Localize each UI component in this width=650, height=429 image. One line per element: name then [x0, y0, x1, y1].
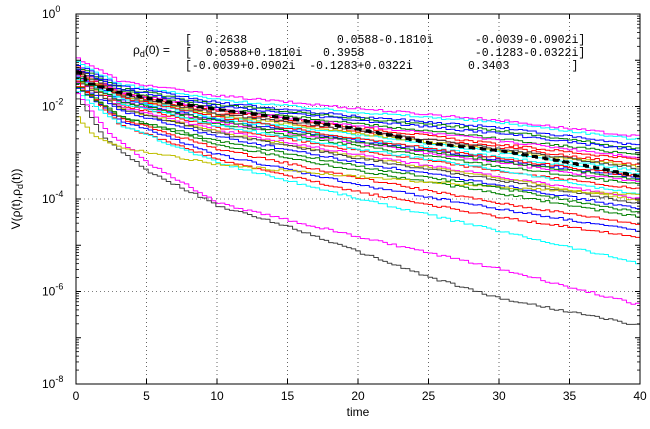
- series-line: [76, 98, 641, 326]
- annotation-row-1: [ 0.2638 0.0588-0.1810i -0.0039-0.0902i]: [185, 34, 585, 47]
- ticks: 0 5 10 15 20 25 30 35 40 100 10-2 10-4 10-6 10-8: [42, 4, 647, 403]
- axis-labels: time V(ρ(t),ρd(t)): [9, 169, 370, 419]
- x-tick-label: 0: [73, 389, 80, 403]
- series-line: [76, 116, 641, 195]
- series-line: [76, 65, 641, 146]
- series-line: [76, 75, 641, 196]
- series-line-dashed: [76, 70, 642, 178]
- initial-state-annotation: ρd(0) = [ 0.2638 0.0588-0.1810i -0.0039-…: [133, 34, 585, 73]
- x-tick-label: 10: [210, 389, 224, 403]
- series-line: [76, 69, 641, 156]
- y-tick-label: 10-6: [42, 282, 63, 299]
- annotation-row-2: [ 0.0588+0.1810i 0.3958 -0.1283-0.0322i]: [185, 47, 585, 60]
- series-line: [76, 67, 641, 150]
- x-tick-label: 30: [492, 389, 506, 403]
- series-line: [76, 73, 641, 178]
- y-axis-label-tail: (t)): [9, 169, 23, 184]
- x-tick-label: 20: [351, 389, 365, 403]
- series-line: [76, 93, 641, 307]
- series-line: [76, 60, 641, 141]
- x-tick-label: 35: [563, 389, 577, 403]
- y-axis-label-sub: d: [15, 184, 25, 189]
- annotation-label-tail: (0) =: [145, 43, 170, 57]
- x-tick-label: 25: [422, 389, 436, 403]
- y-tick-label: 10-8: [42, 374, 63, 391]
- series-line: [76, 87, 641, 214]
- y-axis-label: V(ρ(t),ρd(t)): [9, 169, 25, 230]
- y-tick-label: 10-2: [42, 97, 63, 114]
- series-line: [76, 81, 641, 199]
- series-line: [76, 77, 641, 181]
- series-line: [76, 57, 641, 137]
- y-tick-label: 10-4: [42, 189, 63, 206]
- x-tick-label: 40: [633, 389, 647, 403]
- series-line: [76, 87, 641, 233]
- x-axis-label: time: [347, 405, 370, 419]
- series-line: [76, 91, 641, 265]
- series-line: [76, 82, 641, 219]
- series-group: [76, 57, 642, 326]
- annotation-label-main: ρ: [133, 43, 140, 57]
- annotation-label: ρd(0) =: [133, 43, 170, 59]
- x-tick-label: 15: [281, 389, 295, 403]
- annotation-row-3: [-0.0039+0.0902i -0.1283+0.0322i 0.3403 …: [185, 60, 578, 73]
- series-line: [76, 68, 641, 151]
- annotation-label-sub: d: [140, 49, 145, 59]
- series-line: [76, 86, 641, 225]
- y-axis-label-main: V(ρ(t),ρ: [9, 189, 23, 229]
- y-tick-label: 100: [42, 4, 60, 21]
- series-line: [76, 80, 641, 238]
- x-tick-label: 5: [143, 389, 150, 403]
- series-line: [76, 83, 641, 210]
